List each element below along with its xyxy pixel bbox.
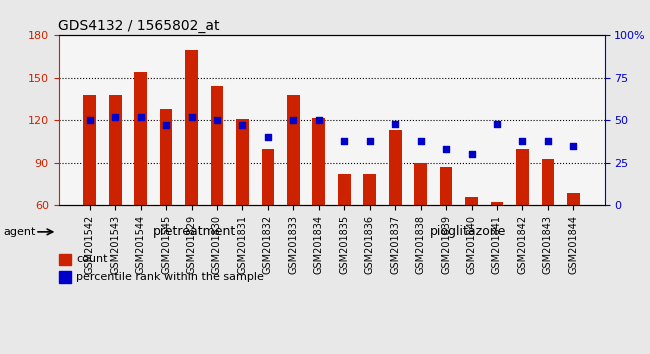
- Text: count: count: [76, 255, 107, 264]
- Bar: [389, 130, 402, 205]
- Bar: [83, 95, 96, 205]
- Point: [237, 122, 248, 128]
- Bar: [491, 202, 503, 205]
- Bar: [541, 159, 554, 205]
- Point: [543, 138, 553, 144]
- Bar: [135, 72, 147, 205]
- Point: [288, 118, 298, 123]
- Point: [365, 138, 375, 144]
- Text: pioglitazone: pioglitazone: [430, 225, 506, 238]
- Text: percentile rank within the sample: percentile rank within the sample: [76, 272, 264, 282]
- Point: [187, 114, 197, 120]
- Point: [161, 122, 171, 128]
- Bar: [516, 149, 528, 205]
- Bar: [160, 109, 172, 205]
- Point: [441, 147, 451, 152]
- Bar: [211, 86, 224, 205]
- Text: GDS4132 / 1565802_at: GDS4132 / 1565802_at: [58, 19, 220, 33]
- Point: [110, 114, 120, 120]
- Point: [263, 135, 273, 140]
- Bar: [465, 197, 478, 205]
- Point: [466, 152, 476, 157]
- Point: [492, 121, 502, 127]
- Point: [339, 138, 350, 144]
- Point: [313, 118, 324, 123]
- Point: [84, 118, 95, 123]
- Bar: [185, 50, 198, 205]
- Bar: [261, 149, 274, 205]
- Point: [135, 114, 146, 120]
- Bar: [58, 271, 70, 283]
- Bar: [414, 163, 427, 205]
- Point: [568, 143, 578, 149]
- Bar: [567, 193, 580, 205]
- Text: pretreatment: pretreatment: [153, 225, 237, 238]
- Bar: [236, 119, 249, 205]
- Bar: [58, 253, 70, 266]
- Point: [517, 138, 528, 144]
- Bar: [287, 95, 300, 205]
- Point: [390, 121, 400, 127]
- Bar: [338, 174, 350, 205]
- Point: [415, 138, 426, 144]
- Point: [212, 118, 222, 123]
- Bar: [313, 118, 325, 205]
- Bar: [109, 95, 122, 205]
- Bar: [363, 174, 376, 205]
- Text: agent: agent: [3, 227, 35, 237]
- Bar: [439, 167, 452, 205]
